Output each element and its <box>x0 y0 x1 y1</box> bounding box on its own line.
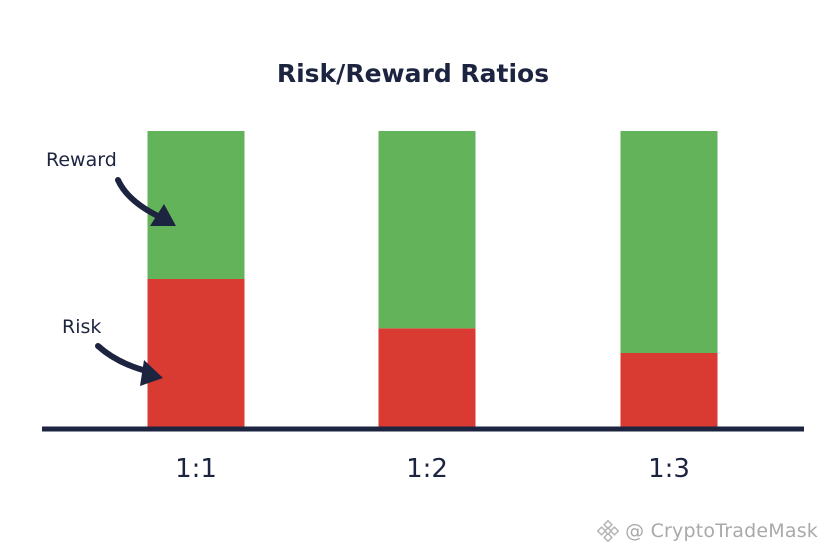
risk-arrow-icon <box>95 343 163 386</box>
bar-reward-2 <box>378 131 476 329</box>
category-label-1: 1:1 <box>175 454 217 484</box>
bar-risk-1 <box>147 279 245 427</box>
watermark-text: @ CryptoTradeMask <box>625 520 818 542</box>
bar-reward-1 <box>147 131 245 279</box>
watermark: @ CryptoTradeMask <box>597 520 818 542</box>
bar-reward-3 <box>620 131 718 353</box>
risk-annotation-label: Risk <box>62 316 101 338</box>
bar-risk-2 <box>378 328 476 427</box>
bar-risk-3 <box>620 353 718 427</box>
binance-logo-icon <box>597 520 620 542</box>
reward-annotation-label: Reward <box>46 149 117 171</box>
bars-group <box>147 131 718 427</box>
reward-arrow-icon <box>115 177 176 226</box>
category-labels: 1:1 1:2 1:3 <box>175 454 690 484</box>
category-label-3: 1:3 <box>648 454 690 484</box>
chart-title: Risk/Reward Ratios <box>277 59 549 88</box>
category-label-2: 1:2 <box>406 454 448 484</box>
